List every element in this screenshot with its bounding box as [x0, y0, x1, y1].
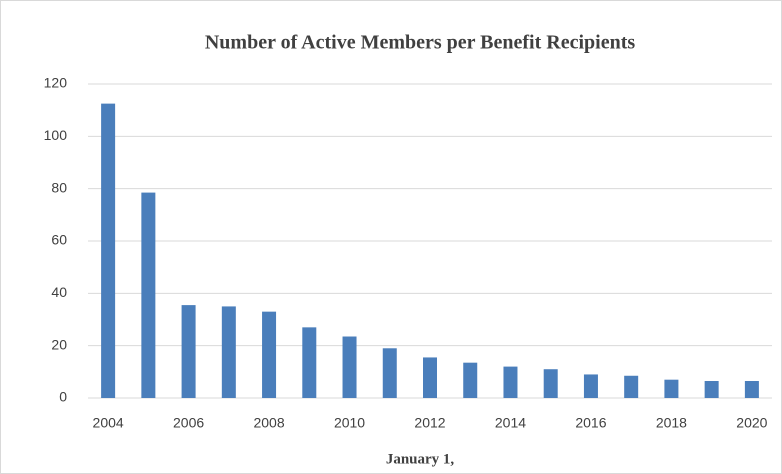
y-tick-label: 20	[51, 336, 67, 352]
bar	[342, 336, 357, 398]
bar	[141, 192, 156, 398]
x-tick-label: 2014	[495, 415, 526, 431]
x-tick-label: 2012	[414, 415, 445, 431]
y-tick-label: 0	[59, 389, 67, 405]
x-tick-label: 2020	[736, 415, 767, 431]
y-tick-label: 60	[51, 232, 67, 248]
bar	[423, 357, 437, 398]
bar	[302, 327, 317, 398]
bar	[262, 311, 277, 398]
bar	[744, 380, 759, 398]
bar	[503, 366, 518, 398]
chart-title: Number of Active Members per Benefit Rec…	[205, 32, 635, 54]
x-tick-label: 2016	[575, 415, 606, 431]
x-tick-label: 2010	[334, 415, 365, 431]
bar	[624, 375, 639, 398]
bar	[221, 306, 236, 398]
x-tick-label: 2008	[253, 415, 284, 431]
bar	[583, 374, 598, 398]
x-tick-label: 2018	[656, 415, 687, 431]
bar	[664, 379, 679, 398]
bar	[543, 369, 558, 398]
bar	[463, 362, 478, 398]
bar	[101, 103, 116, 398]
bar	[382, 348, 397, 398]
x-tick-label: 2006	[173, 415, 204, 431]
y-tick-label: 80	[51, 179, 67, 195]
bar	[704, 380, 719, 398]
y-tick-label: 40	[51, 284, 67, 300]
x-tick-label: 2004	[93, 415, 124, 431]
bar	[181, 305, 196, 398]
x-axis-label: January 1,	[386, 451, 455, 467]
y-tick-label: 120	[44, 75, 68, 91]
y-tick-label: 100	[44, 127, 68, 143]
